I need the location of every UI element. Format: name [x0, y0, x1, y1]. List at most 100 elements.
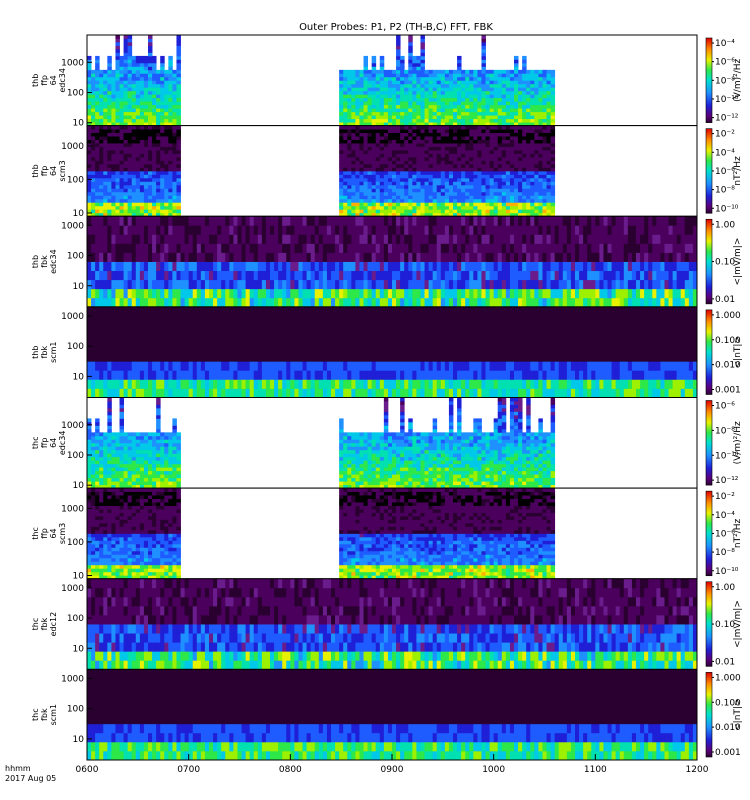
spectrogram-cell: [432, 80, 438, 85]
spectrogram-cell: [505, 69, 511, 74]
spectrogram-cell: [465, 136, 470, 140]
spectrogram-cell: [538, 94, 543, 99]
spectrogram-cell: [168, 62, 173, 67]
spectrogram-cell: [347, 184, 352, 189]
spectrogram-cell: [148, 270, 153, 281]
spectrogram-cell: [408, 195, 413, 200]
spectrogram-cell: [408, 177, 413, 182]
spectrogram-cell: [546, 156, 551, 161]
spectrogram-cell: [436, 104, 442, 109]
spectrogram-cell: [115, 94, 120, 99]
spectrogram-cell: [95, 279, 100, 290]
spectrogram-cell: [160, 188, 165, 193]
spectrogram-cell: [87, 243, 92, 253]
spectrogram-cell: [505, 252, 511, 262]
spectrogram-cell: [143, 202, 149, 207]
spectrogram-cell: [514, 167, 519, 172]
spectrogram-cell: [355, 191, 360, 196]
spectrogram-cell: [123, 205, 129, 210]
spectrogram-cell: [213, 234, 218, 244]
spectrogram-cell: [339, 118, 344, 123]
spectrogram-cell: [392, 97, 397, 102]
spectrogram-cell: [505, 261, 511, 272]
spectrogram-cell: [168, 97, 173, 102]
spectrogram-cell: [148, 243, 153, 253]
spectrogram-cell: [518, 111, 523, 116]
spectrogram-cell: [123, 80, 129, 85]
spectrogram-cell: [444, 163, 450, 168]
spectrogram-cell: [518, 209, 523, 214]
spectrogram-cell: [168, 90, 173, 95]
spectrogram-cell: [375, 69, 381, 74]
spectrogram-cell: [135, 146, 141, 151]
spectrogram-cell: [505, 97, 511, 102]
spectrogram-cell: [135, 62, 141, 67]
spectrogram-cell: [290, 225, 295, 235]
spectrogram-cell: [115, 55, 120, 60]
spectrogram-cell: [176, 115, 181, 120]
spectrogram-cell: [148, 184, 153, 189]
spectrogram-cell: [404, 76, 409, 81]
spectrogram-cell: [367, 156, 373, 161]
spectrogram-cell: [367, 216, 373, 226]
spectrogram-cell: [453, 234, 458, 244]
spectrogram-cell: [237, 270, 242, 281]
spectrogram-cell: [278, 243, 283, 253]
spectrogram-cell: [339, 234, 344, 244]
spectrogram-cell: [119, 184, 124, 189]
colorbar-tick-label: 10⁻¹⁰: [715, 204, 739, 214]
spectrogram-cell: [514, 252, 519, 262]
spectrogram-cell: [111, 156, 116, 161]
spectrogram-cell: [477, 118, 482, 123]
spectrogram-cell: [518, 69, 523, 74]
spectrogram-cell: [148, 122, 153, 127]
spectrogram-cell: [351, 87, 356, 92]
spectrogram-cell: [367, 69, 373, 74]
spectrogram-cell: [526, 163, 531, 168]
spectrogram-cell: [278, 216, 283, 226]
spectrogram-cell: [457, 195, 462, 200]
spectrogram-cell: [530, 261, 535, 272]
spectrogram-cell: [367, 191, 373, 196]
spectrogram-cell: [91, 97, 96, 102]
spectrogram-cell: [408, 191, 413, 196]
spectrogram-cell: [448, 195, 454, 200]
spectrogram-cell: [408, 80, 413, 85]
spectrogram-cell: [119, 195, 124, 200]
spectrogram-cell: [526, 90, 531, 95]
spectrogram-cell: [135, 150, 141, 154]
spectrogram-cell: [135, 261, 141, 272]
spectrogram-cell: [404, 297, 409, 308]
spectrogram-cell: [115, 279, 120, 290]
spectrogram-cell: [111, 174, 116, 179]
spectrogram-cell: [115, 136, 120, 140]
spectrogram-cell: [371, 104, 377, 109]
spectrogram-cell: [546, 234, 551, 244]
spectrogram-cell: [676, 288, 682, 299]
spectrogram-cell: [164, 297, 169, 308]
spectrogram-cell: [489, 115, 495, 120]
spectrogram-cell: [91, 101, 96, 106]
spectrogram-cell: [408, 59, 413, 64]
spectrogram-cell: [416, 83, 421, 88]
spectrogram-cell: [343, 243, 348, 253]
spectrogram-cell: [505, 243, 511, 253]
spectrogram-cell: [448, 94, 454, 99]
spectrogram-cell: [489, 150, 495, 154]
spectrogram-cell: [103, 370, 108, 380]
spectrogram-cell: [249, 225, 255, 235]
spectrogram-cell: [404, 167, 409, 172]
spectrogram-cell: [347, 69, 352, 74]
spectrogram-cell: [497, 243, 503, 253]
spectrogram-cell: [343, 181, 348, 186]
spectrogram-cell: [371, 129, 377, 133]
spectrogram-cell: [485, 160, 490, 165]
spectrogram-cell: [481, 132, 486, 137]
spectrogram-cell: [103, 243, 108, 253]
spectrogram-cell: [172, 90, 177, 95]
spectrogram-cell: [274, 216, 279, 226]
spectrogram-cell: [253, 288, 259, 299]
spectrogram-cell: [469, 94, 474, 99]
spectrogram-cell: [87, 69, 92, 74]
spectrogram-cell: [501, 198, 507, 203]
